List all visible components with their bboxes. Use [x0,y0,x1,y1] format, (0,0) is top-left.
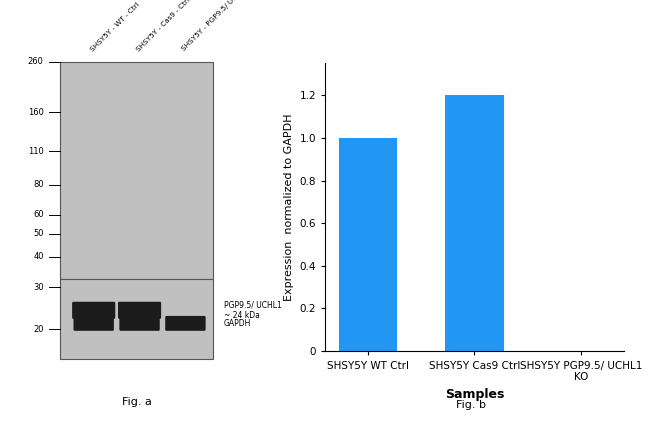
Bar [445,96,504,351]
Text: 50: 50 [33,229,44,238]
Text: 30: 30 [33,283,44,291]
Text: PGP9.5/ UCHL1
~ 24 kDa: PGP9.5/ UCHL1 ~ 24 kDa [224,301,281,320]
Text: 110: 110 [28,147,44,156]
FancyBboxPatch shape [72,302,115,319]
Bar [339,138,397,351]
Text: Fig. a: Fig. a [122,397,151,407]
FancyBboxPatch shape [73,316,114,331]
FancyBboxPatch shape [118,302,161,319]
Text: 160: 160 [28,108,44,117]
X-axis label: Samples: Samples [445,388,504,401]
Text: Fig. b: Fig. b [456,400,486,410]
Text: 20: 20 [33,325,44,334]
Text: 40: 40 [33,253,44,261]
Text: 80: 80 [33,180,44,189]
Text: SHSY5Y - Cas9 - Ctrl: SHSY5Y - Cas9 - Ctrl [135,0,191,52]
Text: 260: 260 [28,57,44,66]
Y-axis label: Expression  normalized to GAPDH: Expression normalized to GAPDH [284,113,294,301]
Text: 60: 60 [33,210,44,219]
Text: SHSY5Y - PGP9.5/ UCHL1 - KO: SHSY5Y - PGP9.5/ UCHL1 - KO [181,0,261,52]
FancyBboxPatch shape [165,316,205,331]
Bar [60,279,213,360]
Text: SHSY5Y - WT - Ctrl: SHSY5Y - WT - Ctrl [90,1,141,52]
Bar [60,62,213,279]
FancyBboxPatch shape [120,316,160,331]
Text: GAPDH: GAPDH [224,319,252,328]
